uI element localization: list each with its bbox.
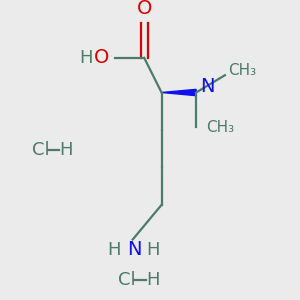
Polygon shape <box>161 89 196 96</box>
Text: H: H <box>146 271 160 289</box>
Text: Cl: Cl <box>118 271 136 289</box>
Text: H: H <box>107 241 121 259</box>
Text: O: O <box>94 48 110 68</box>
Text: CH₃: CH₃ <box>228 63 256 78</box>
Text: CH₃: CH₃ <box>206 120 234 135</box>
Text: Cl: Cl <box>32 141 49 159</box>
Text: H: H <box>146 241 160 259</box>
Text: N: N <box>200 77 215 96</box>
Text: N: N <box>127 240 141 259</box>
Text: H: H <box>60 141 73 159</box>
Text: O: O <box>136 0 152 18</box>
Text: H: H <box>79 49 92 67</box>
